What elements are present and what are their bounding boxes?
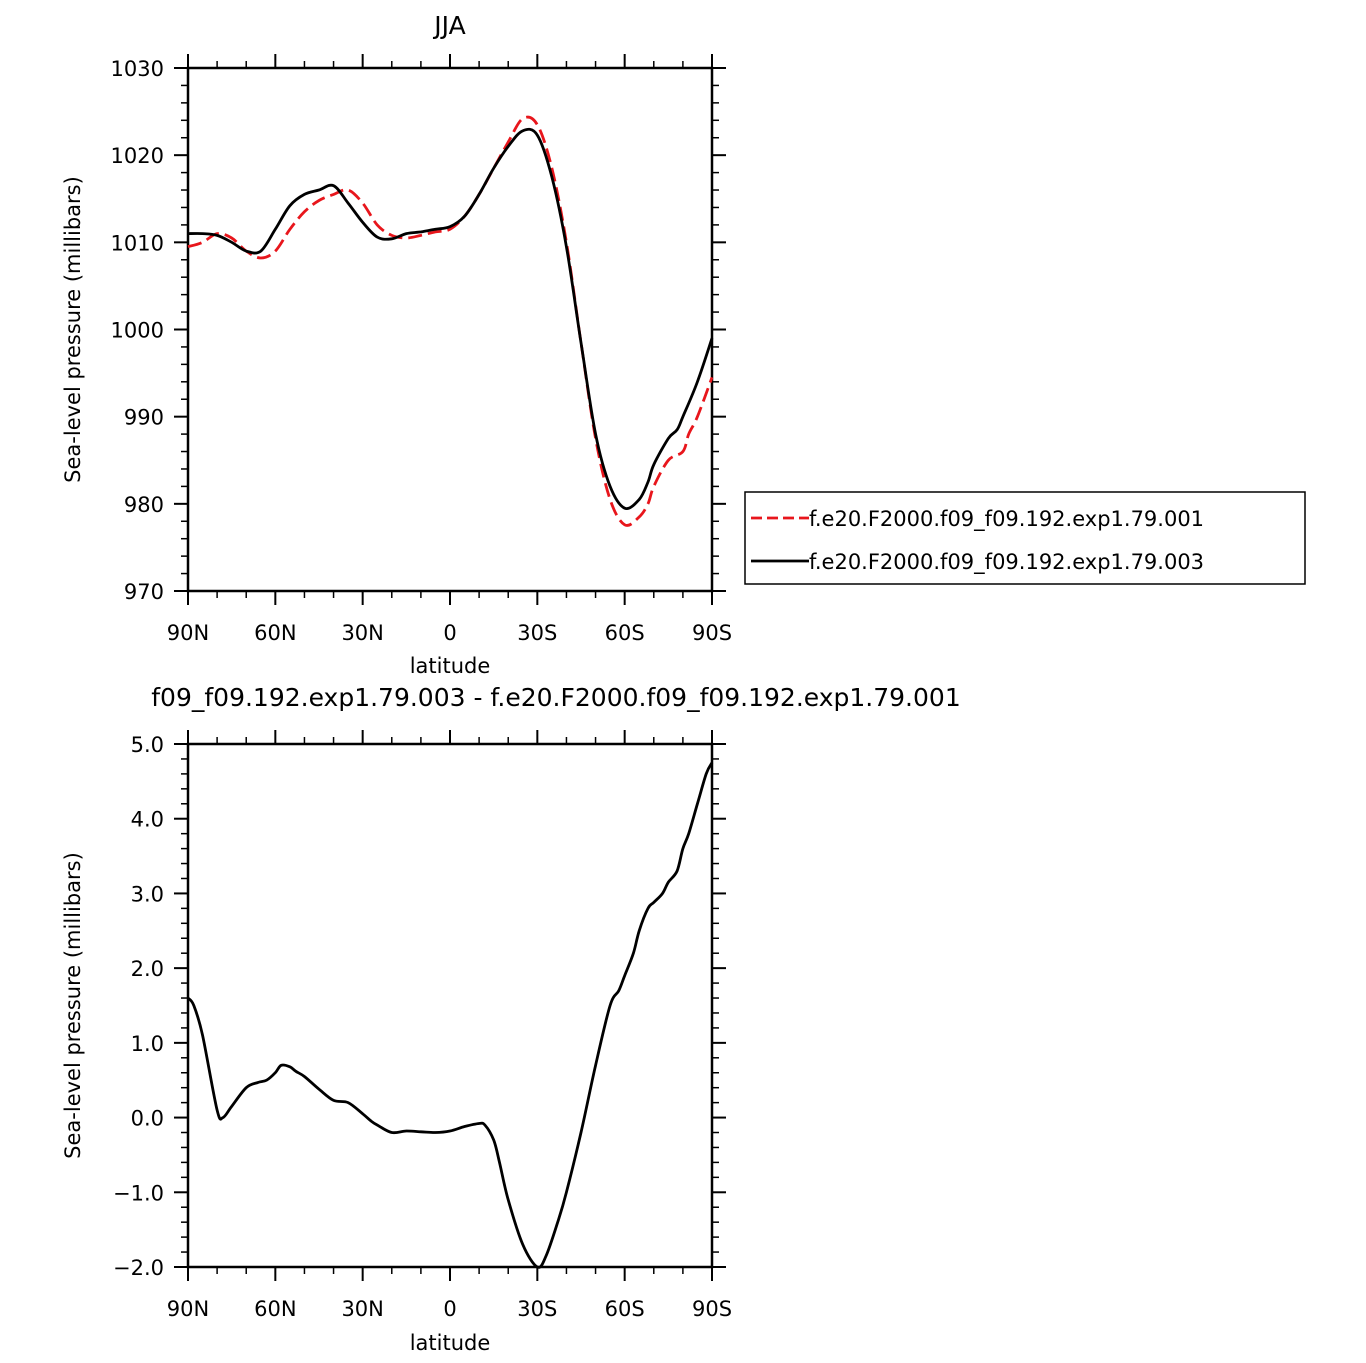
series-line-1 (186, 761, 714, 1269)
x-tick-label: 60N (254, 1297, 296, 1321)
x-axis-label: latitude (410, 1331, 491, 1355)
series-line-2 (187, 127, 714, 511)
x-tick-label: 60N (254, 621, 296, 645)
y-tick-label: 1030 (111, 57, 164, 81)
y-tick-label: 980 (124, 493, 164, 517)
x-tick-label: 30N (341, 621, 383, 645)
legend-label-1: f.e20.F2000.f09_f09.192.exp1.79.001 (809, 507, 1204, 532)
y-tick-label: 5.0 (131, 733, 164, 757)
plot-frame (186, 66, 714, 593)
y-tick-label: 0.0 (131, 1107, 164, 1131)
x-tick-label: 60S (605, 621, 645, 645)
x-tick-label: 0 (443, 621, 456, 645)
y-tick-label: 1.0 (131, 1032, 164, 1056)
x-tick-label: 0 (443, 1297, 456, 1321)
x-tick-label: 30N (341, 1297, 383, 1321)
chart-title: f09_f09.192.exp1.79.003 - f.e20.F2000.f0… (151, 683, 960, 712)
x-tick-label: 30S (517, 1297, 557, 1321)
legend-label-2: f.e20.F2000.f09_f09.192.exp1.79.003 (809, 550, 1204, 575)
x-tick-label: 90S (692, 1297, 732, 1321)
upper-panel-slp: JJA 90N 60N 30N 0 30S 60S 90S 970 980 990 1000 1010 1… (61, 11, 1306, 678)
y-tick-label: 990 (124, 406, 164, 430)
y-tick-label: 1000 (111, 319, 164, 343)
lower-panel-difference: f09_f09.192.exp1.79.003 - f.e20.F2000.f0… (61, 683, 961, 1355)
y-tick-label: −2.0 (113, 1256, 164, 1280)
y-axis-label: Sea-level pressure (millibars) (61, 176, 85, 483)
x-tick-label: 90N (167, 621, 209, 645)
chart-title: JJA (432, 11, 465, 40)
y-tick-label: 3.0 (131, 882, 164, 906)
y-tick-label: 4.0 (131, 808, 164, 832)
y-tick-label: −1.0 (113, 1181, 164, 1205)
x-tick-label: 60S (605, 1297, 645, 1321)
y-axis-label: Sea-level pressure (millibars) (61, 852, 85, 1159)
legend-box (744, 491, 1306, 585)
y-tick-label: 1020 (111, 144, 164, 168)
x-tick-label: 30S (517, 621, 557, 645)
y-tick-label: 2.0 (131, 957, 164, 981)
y-tick-label: 1010 (111, 231, 164, 255)
plot-frame (186, 742, 714, 1269)
y-tick-label: 970 (124, 580, 164, 604)
x-tick-label: 90N (167, 1297, 209, 1321)
x-axis-label: latitude (410, 654, 491, 678)
series-line-1 (187, 115, 714, 527)
x-tick-label: 90S (692, 621, 732, 645)
